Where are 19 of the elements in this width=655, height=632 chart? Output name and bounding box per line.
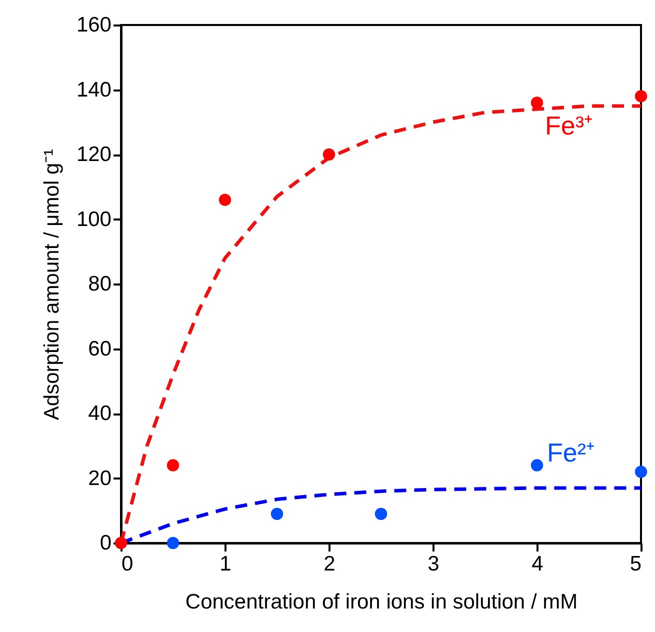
x-tick-label: 4 xyxy=(532,552,544,576)
x-axis-title: Concentration of iron ions in solution / mM xyxy=(185,590,578,614)
y-tick-label: 20 xyxy=(88,466,112,490)
y-tick-label: 60 xyxy=(88,337,112,360)
x-tick-label: 3 xyxy=(428,552,440,576)
y-tick-label: 40 xyxy=(88,402,112,425)
y-axis-title: Adsorption amount / μmol g⁻¹ xyxy=(40,148,64,420)
x-tick-label: 2 xyxy=(324,552,336,576)
x-tick-label: 0 xyxy=(122,552,134,576)
x-tick-label: 1 xyxy=(220,552,232,576)
y-tick-label: 120 xyxy=(76,143,112,166)
y-tick-label: 160 xyxy=(76,14,112,36)
y-tick-label: 0 xyxy=(100,532,112,554)
series-label: Fe²⁺ xyxy=(547,437,595,468)
y-tick-label: 100 xyxy=(76,208,112,231)
y-tick-label: 140 xyxy=(76,78,112,102)
y-tick-label: 80 xyxy=(88,272,112,296)
series-label: Fe³⁺ xyxy=(545,110,593,141)
x-tick-label: 5 xyxy=(630,552,642,576)
